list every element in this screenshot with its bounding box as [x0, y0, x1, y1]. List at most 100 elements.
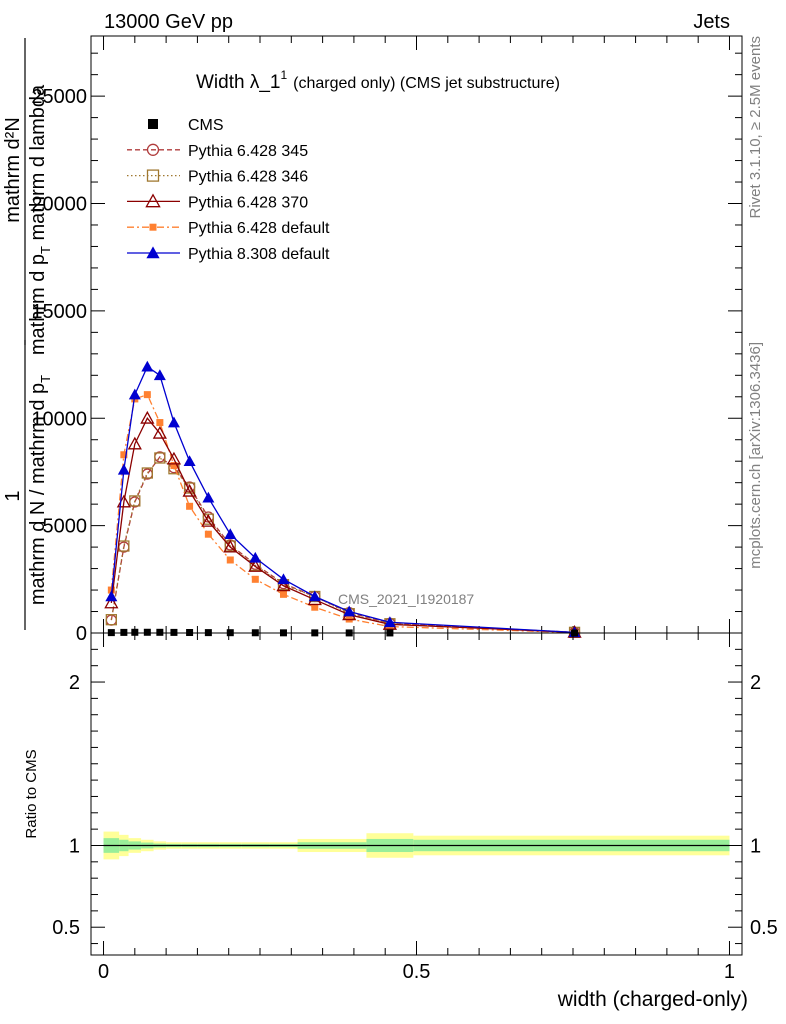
data-point [343, 605, 356, 617]
data-point [153, 369, 166, 381]
header-jets: Jets [693, 11, 730, 33]
ylabel-top-denominator-a: mathrm d p [27, 254, 49, 355]
data-point [249, 551, 262, 563]
data-point [186, 502, 194, 510]
data-point [226, 556, 234, 564]
ratio-y-tick-label: 2 [69, 672, 80, 694]
ratio-y-tick-label-right: 2 [750, 672, 761, 694]
ratio-x-axis: 0 0.5 1 [98, 633, 735, 983]
x-tick-label: 1 [724, 961, 735, 983]
data-point [166, 451, 182, 465]
data-point [251, 575, 259, 583]
legend-label: Pythia 6.428 370 [188, 194, 308, 211]
data-point [143, 391, 151, 399]
ratio-y-axis-label: Ratio to CMS [23, 749, 40, 838]
main-y-axis: 0 5000 10000 15000 20000 25000 [31, 52, 742, 645]
plot-title-main: Width λ_1 [196, 72, 280, 93]
ylabel-top-denominator-b: mathrm d lambda [27, 84, 49, 246]
rivet-label: Rivet 3.1.10, ≥ 2.5M events [747, 36, 764, 219]
data-point [156, 419, 164, 427]
legend-entry: Pythia 8.308 default [127, 246, 330, 263]
series-pythia-8-308-default [105, 360, 581, 638]
data-point [170, 461, 178, 469]
y-tick-label: 20000 [31, 194, 87, 216]
ratio-y-tick-label: 0.5 [52, 917, 80, 939]
main-y-axis-label: 1 mathrm d N / mathrm d pT mathrm d²N ma… [2, 38, 53, 630]
legend-marker [149, 223, 157, 231]
ratio-panel-frame [90, 632, 743, 956]
data-point [156, 628, 164, 636]
data-point [120, 628, 128, 636]
header-energy: 13000 GeV pp [104, 11, 233, 33]
series-line [110, 417, 575, 634]
series-layer [104, 360, 582, 639]
data-point [154, 452, 166, 464]
legend-marker [146, 246, 160, 259]
data-point [120, 451, 128, 459]
data-point [152, 425, 167, 439]
data-point [248, 559, 263, 572]
legend-entry: Pythia 6.428 default [127, 220, 330, 237]
ylabel-bottom-denominator-a: mathrm d N / mathrm d p [27, 383, 49, 605]
ylabel-bottom-numerator: 1 [2, 490, 24, 501]
series-pythia-6-428-345 [105, 451, 581, 639]
data-point [182, 483, 197, 497]
legend-entry: Pythia 6.428 345 [127, 143, 308, 160]
legend-label: Pythia 6.428 346 [188, 169, 308, 186]
plot-title-sup: 1 [280, 68, 287, 82]
ylabel-bottom-denominator-sub: T [38, 375, 53, 383]
ylabel-top-denominator: mathrm d pT mathrm d lambda [27, 84, 53, 355]
x-tick-label: 0 [98, 961, 109, 983]
legend-entry: Pythia 6.428 370 [127, 193, 308, 211]
ratio-panel: 0.5 0.51 12 2 0 0.5 1 Ratio to CMS width (cha… [23, 632, 778, 1011]
legend-label: Pythia 6.428 default [188, 220, 330, 237]
data-point [276, 578, 291, 592]
data-point [383, 616, 396, 628]
ylabel-top-denominator-sub: T [38, 246, 53, 254]
legend-marker [148, 119, 158, 129]
data-point [201, 513, 216, 527]
data-point [308, 590, 321, 602]
ratio-y-tick-label: 1 [69, 835, 80, 857]
legend-label: CMS [188, 117, 224, 134]
data-point [129, 495, 141, 507]
ylabel-bottom-denominator: mathrm d N / mathrm d pT [27, 375, 53, 605]
y-tick-label: 5000 [43, 516, 88, 538]
ratio-y-axis: 0.5 0.5 1 1 2 2 [52, 648, 778, 945]
data-point [277, 573, 290, 585]
ratio-y-tick-label-right: 0.5 [750, 917, 778, 939]
y-tick-label: 25000 [31, 86, 87, 108]
legend-entry: CMS [148, 117, 224, 134]
ylabel-top-numerator: mathrm d²N [2, 117, 24, 223]
data-point [183, 482, 196, 494]
legend-label: Pythia 8.308 default [188, 246, 330, 263]
data-point [204, 530, 212, 538]
data-point [141, 467, 153, 479]
y-tick-label: 15000 [31, 301, 87, 323]
data-point [223, 539, 238, 553]
data-point [183, 455, 196, 467]
data-point [104, 595, 119, 609]
data-point [105, 590, 118, 602]
data-point [128, 388, 141, 400]
data-point [167, 416, 180, 428]
data-point [170, 628, 178, 636]
legend-marker [146, 169, 160, 182]
data-point [224, 528, 237, 540]
plot-title: Width λ_11 (charged only) (CMS jet substr… [196, 68, 560, 93]
data-point [141, 360, 154, 372]
plot-title-rest: (charged only) (CMS jet substructure) [293, 75, 560, 92]
main-panel: 0 5000 10000 15000 20000 25000 CMS_2021_I1920… [31, 35, 743, 645]
data-point [117, 463, 130, 475]
data-point [105, 614, 117, 626]
data-point [279, 590, 287, 598]
legend-marker [145, 193, 161, 208]
ratio-y-tick-label-right: 1 [750, 835, 761, 857]
legend: CMS Pythia 6.428 345 Pythia 6.428 346 Pythi… [127, 117, 330, 263]
y-tick-label: 0 [76, 623, 87, 645]
y-tick-label: 10000 [31, 408, 87, 430]
legend-marker [146, 143, 160, 156]
legend-entry: Pythia 6.428 346 [127, 169, 308, 186]
data-point [202, 491, 215, 503]
